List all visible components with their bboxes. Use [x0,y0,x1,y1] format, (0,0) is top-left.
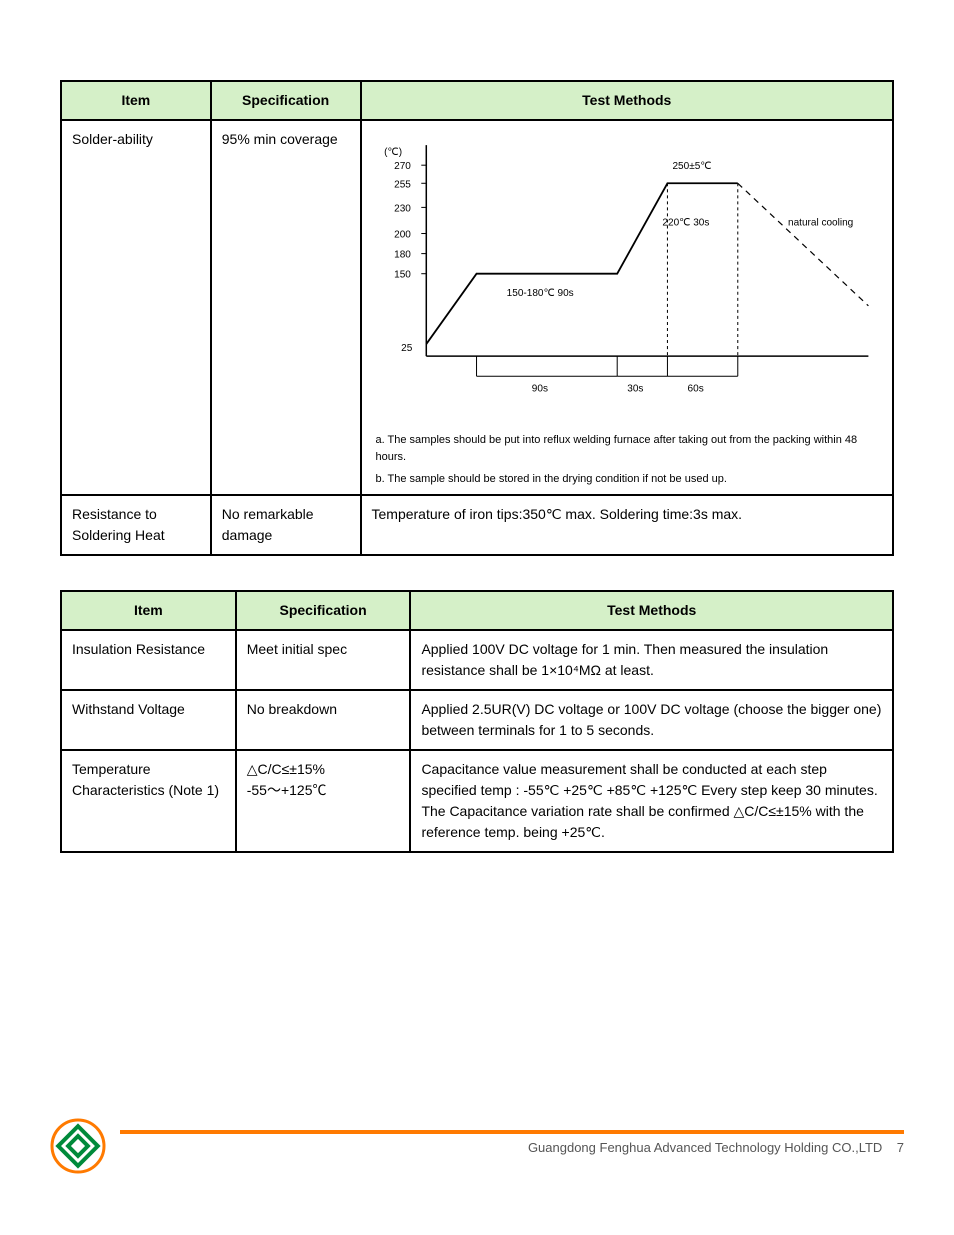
t2-item-ir: Insulation Resistance [61,630,236,690]
t1-spec-solderability: 95% min coverage [211,120,361,495]
ytick-270: 270 [394,161,411,172]
company-logo [50,1118,106,1179]
t1-test-solderability: 270 255 230 200 180 150 25 [361,120,894,495]
peak-label: 250±5℃ [672,161,711,172]
ytick-200: 200 [394,230,411,241]
preheat-label: 150-180℃ 90s [506,288,573,299]
t2-spec-wv: No breakdown [236,690,411,750]
t1-header-item: Item [61,81,211,120]
cooling-label: natural cooling [788,217,853,228]
xtick-90s: 90s [531,383,547,394]
t1-header-spec: Specification [211,81,361,120]
t1-test-heat: Temperature of iron tips:350℃ max. Solde… [361,495,894,555]
ytick-255: 255 [394,179,411,190]
peak-time-label: 220℃ 30s [662,217,709,228]
ytick-150: 150 [394,270,411,281]
t2-spec-tc: △C/C≤±15% -55～+125℃ [236,750,411,852]
t2-item-wv: Withstand Voltage [61,690,236,750]
ytick-230: 230 [394,203,411,214]
footer-page: 7 [897,1140,904,1155]
note-b: b. The sample should be stored in the dr… [376,471,879,488]
t2-test-wv: Applied 2.5UR(V) DC voltage or 100V DC v… [410,690,893,750]
t2-header-item: Item [61,591,236,630]
page-footer: Guangdong Fenghua Advanced Technology Ho… [50,1130,904,1155]
t1-spec-heat: No remarkable damage [211,495,361,555]
ytick-25: 25 [401,343,413,354]
t2-test-ir: Applied 100V DC voltage for 1 min. Then … [410,630,893,690]
t1-item-solderability: Solder-ability [61,120,211,495]
xtick-30s: 30s [627,383,643,394]
xtick-60s: 60s [687,383,703,394]
reflow-chart: 270 255 230 200 180 150 25 [366,125,889,426]
ytick-180: 180 [394,250,411,261]
t1-item-heat: Resistance to Soldering Heat [61,495,211,555]
t2-item-tc: Temperature Characteristics (Note 1) [61,750,236,852]
footer-company: Guangdong Fenghua Advanced Technology Ho… [528,1140,882,1155]
y-unit: (℃) [384,147,402,158]
t2-header-spec: Specification [236,591,411,630]
note-a: a. The samples should be put into reflux… [376,432,879,465]
t2-spec-ir: Meet initial spec [236,630,411,690]
t2-test-tc: Capacitance value measurement shall be c… [410,750,893,852]
t1-header-test: Test Methods [361,81,894,120]
t2-header-test: Test Methods [410,591,893,630]
